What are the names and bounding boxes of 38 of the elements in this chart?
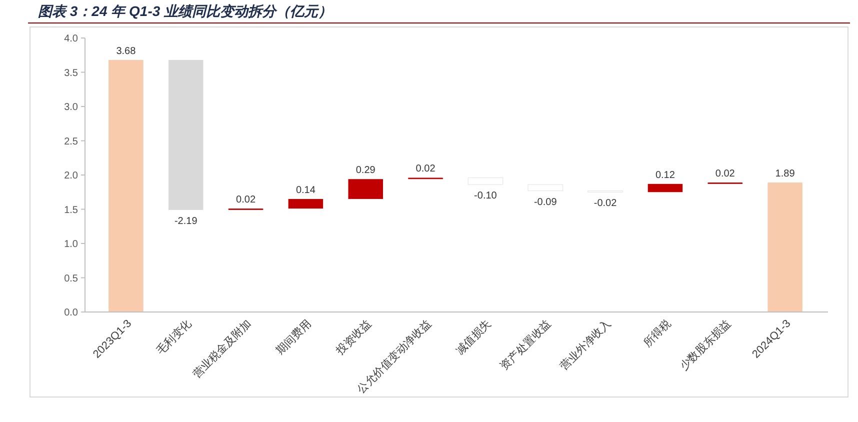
bar	[648, 184, 683, 192]
x-tick-label: 所得税	[640, 316, 674, 350]
bar	[768, 182, 802, 312]
y-tick-label: 1.0	[64, 239, 78, 250]
y-tick-label: 0.0	[64, 308, 78, 318]
bar	[108, 60, 144, 312]
data-label: -0.02	[594, 198, 618, 210]
y-tick-label: 3.0	[64, 102, 78, 113]
bar	[468, 177, 504, 185]
x-tick-label: 营业外净收入	[558, 316, 614, 373]
chart-title: 图表 3：24 年 Q1-3 业绩同比变动拆分（亿元）	[38, 3, 332, 19]
x-tick-label: 毛利变化	[154, 316, 194, 358]
y-tick-label: 2.0	[64, 170, 78, 182]
y-tick-label: 4.0	[64, 34, 78, 44]
data-label: 0.14	[296, 184, 316, 196]
bar	[528, 184, 564, 192]
bar	[168, 60, 204, 210]
y-tick-label: 1.5	[64, 204, 78, 216]
data-label: 0.29	[356, 165, 376, 176]
data-label: -0.10	[474, 190, 498, 202]
data-label: 0.02	[416, 164, 436, 175]
x-tick-label: 期间费用	[274, 316, 314, 358]
data-label: -2.19	[174, 216, 198, 227]
data-label: 0.02	[715, 168, 736, 180]
data-label: 3.68	[116, 46, 136, 57]
x-tick-label: 减值损失	[453, 316, 494, 358]
x-tick-label: 投资收益	[333, 318, 374, 358]
y-tick-label: 2.5	[64, 136, 78, 148]
data-label: 0.12	[655, 170, 676, 181]
bar	[288, 198, 324, 209]
data-label: -0.09	[534, 196, 558, 208]
data-label: 0.02	[236, 194, 256, 206]
x-tick-label: 资产处置收益	[498, 316, 554, 373]
data-label: 1.89	[775, 168, 796, 180]
x-tick-label: 少数股东损益	[677, 316, 734, 373]
y-tick-label: 3.5	[64, 68, 78, 79]
y-tick-label: 0.5	[64, 273, 78, 284]
bar	[348, 179, 383, 199]
